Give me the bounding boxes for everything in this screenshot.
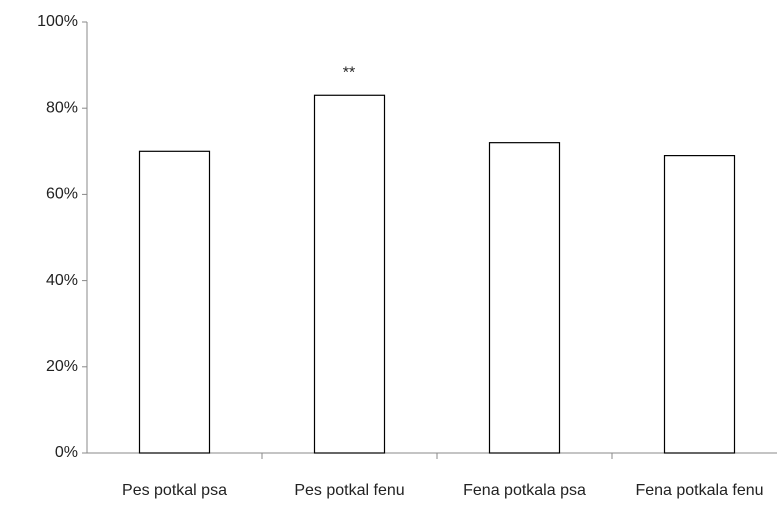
bar [313,94,386,454]
bar [663,155,736,454]
x-tick-label: Pes potkal fenu [294,482,404,499]
y-tick-label: 80% [46,99,78,116]
y-tick-label: 0% [55,444,78,461]
y-tick-label: 60% [46,186,78,203]
y-tick-label: 100% [37,13,78,30]
y-tick-label: 20% [46,358,78,375]
y-tick-label: 40% [46,272,78,289]
annotation: ** [343,64,355,81]
bar [138,150,211,454]
bar [488,142,561,454]
x-tick-label: Pes potkal psa [122,482,227,499]
x-tick-label: Fena potkala fenu [635,482,763,499]
x-tick-label: Fena potkala psa [463,482,586,499]
